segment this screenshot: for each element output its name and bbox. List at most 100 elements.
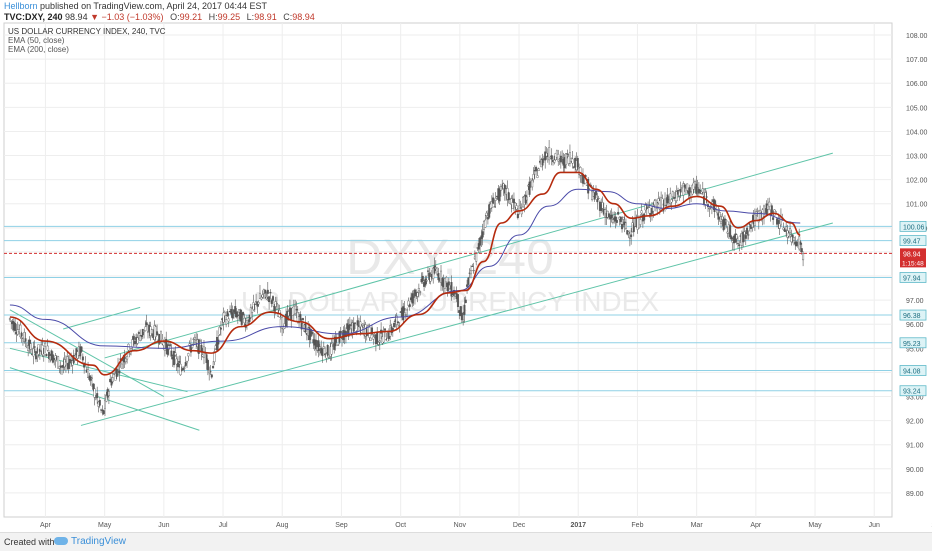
candle-body [231, 312, 234, 319]
candle-body [800, 248, 803, 253]
candle [212, 361, 215, 369]
candle [747, 230, 750, 240]
candle-body [718, 211, 721, 217]
candle [67, 355, 70, 374]
candle [270, 298, 273, 308]
candle [627, 230, 630, 238]
candle [378, 332, 381, 351]
candle [790, 229, 793, 246]
candle-body [376, 331, 379, 344]
x-tick-label: Apr [40, 522, 52, 529]
candle-body [568, 152, 571, 164]
candle-body [339, 330, 342, 333]
author-link[interactable]: Hellborn [4, 1, 38, 11]
price-chart[interactable]: DXY, 240 US DOLLAR CURRENCY INDEX 89.009… [0, 22, 932, 532]
candle-body [174, 352, 177, 356]
x-tick-label: Nov [454, 522, 467, 529]
candle [766, 198, 769, 217]
candle [102, 409, 105, 416]
candle-body [688, 187, 691, 196]
candle [587, 176, 590, 200]
candle-body [708, 207, 711, 210]
candle-body [690, 192, 693, 197]
candle-body [42, 353, 45, 357]
candle-body [102, 410, 105, 415]
symbol-line: TVC:DXY, 240 98.94 ▼ −1.03 (−1.03%) O:99… [4, 12, 315, 22]
candle-body [791, 234, 794, 238]
tradingview-brand[interactable]: TradingView [54, 536, 126, 547]
candle-body [226, 311, 229, 316]
candle-body [434, 267, 437, 269]
candle-body [115, 368, 118, 377]
candle [103, 393, 106, 417]
candle-body [206, 360, 209, 371]
candle-body [317, 340, 320, 351]
candle-body [217, 339, 220, 345]
candle-body [193, 336, 196, 340]
candle [725, 219, 728, 229]
candle-body [322, 346, 325, 349]
candle-body [516, 213, 519, 219]
candle [565, 153, 568, 169]
candle [339, 326, 342, 337]
chart-area[interactable]: DXY, 240 US DOLLAR CURRENCY INDEX 89.00 9… [0, 22, 932, 532]
candle-body [671, 191, 674, 198]
candle [182, 366, 185, 372]
high-label: H: [208, 12, 218, 22]
candle-body [622, 216, 625, 220]
level-tag [899, 309, 927, 321]
candle-body [746, 227, 749, 235]
candle-body [597, 197, 600, 199]
candle-body [424, 278, 427, 286]
y-tick-label: 91.00 [906, 443, 924, 450]
y-tick-label: 92.00 [906, 419, 924, 426]
candle-body [525, 196, 528, 201]
candle-body [321, 348, 324, 357]
candle [29, 339, 32, 354]
candle [384, 328, 387, 338]
publish-info: published on TradingView.com, April 24, … [40, 1, 268, 11]
candle [210, 373, 213, 379]
candle-body [469, 270, 472, 275]
candle-body [393, 322, 396, 328]
time-axis[interactable]: Apr May Jun Jul Aug Sep Oct Nov Dec 2017 Feb Mar Apr… [40, 522, 932, 529]
candle-body [334, 336, 337, 347]
candle [528, 176, 531, 197]
candle-body [536, 175, 539, 178]
candle-body [691, 184, 694, 195]
candle [132, 333, 135, 346]
candle [115, 368, 118, 380]
candle-body [107, 391, 110, 397]
trend-line [9, 367, 200, 431]
candle [624, 218, 627, 230]
candle [669, 187, 672, 207]
candle-body [481, 231, 484, 238]
candle [66, 351, 69, 371]
candle [14, 318, 17, 335]
candle-body [550, 155, 553, 160]
candle [193, 334, 196, 346]
candle-body [93, 388, 96, 398]
candle [433, 257, 436, 275]
candle-body [131, 339, 134, 348]
candle-body [140, 335, 143, 338]
candle-body [541, 158, 544, 166]
candle [532, 167, 535, 183]
candle-body [789, 228, 792, 233]
candle-body [333, 343, 336, 350]
candle [611, 211, 614, 225]
candle [150, 328, 153, 338]
candle-body [463, 304, 466, 315]
candle-body [407, 300, 410, 306]
price-axis[interactable]: 89.0090.0091.0092.0093.0094.0095.0096.00… [899, 33, 928, 498]
candle [686, 183, 689, 193]
candle-body [611, 219, 614, 223]
candle-body [191, 344, 194, 348]
candle-body [493, 206, 496, 208]
candle [105, 391, 108, 403]
candle-body [66, 356, 69, 364]
candle [64, 355, 67, 373]
candle [795, 240, 798, 247]
candle [111, 372, 114, 384]
candle-body [777, 220, 780, 224]
